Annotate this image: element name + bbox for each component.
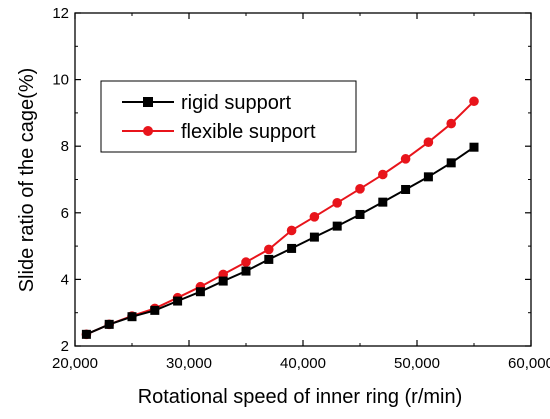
x-tick-label: 30,000	[166, 355, 212, 372]
point-flexible-support	[469, 96, 479, 107]
point-flexible-support	[355, 184, 365, 194]
point-rigid-support	[309, 232, 319, 242]
series-layer	[81, 96, 479, 340]
x-tick-label: 60,000	[508, 355, 550, 372]
point-rigid-support	[241, 266, 251, 276]
point-flexible-support	[423, 137, 434, 148]
tick-labels: 20,000 30,000 40,000 50,000 60,000 2 4 6 8 10 12	[52, 5, 550, 372]
point-rigid-support	[446, 158, 456, 168]
point-rigid-support	[423, 172, 433, 182]
point-rigid-support	[332, 221, 342, 231]
point-flexible-support	[264, 244, 274, 255]
y-tick-label: 6	[61, 205, 69, 222]
point-rigid-support	[81, 329, 91, 339]
y-tick-label: 10	[52, 72, 69, 89]
y-tick-label: 2	[61, 338, 69, 355]
y-axis-title: Slide ratio of the cage(%)	[16, 68, 38, 293]
point-rigid-support	[469, 142, 479, 152]
point-flexible-support	[286, 225, 297, 236]
point-flexible-support	[241, 257, 251, 267]
point-flexible-support	[446, 118, 457, 129]
plot-frame	[74, 12, 532, 347]
x-tick-label: 40,000	[280, 355, 326, 372]
point-rigid-support	[287, 243, 297, 253]
legend-marker-flexible	[143, 126, 153, 136]
point-flexible-support	[378, 169, 388, 180]
point-rigid-support	[355, 209, 365, 219]
x-tick-label: 20,000	[52, 355, 98, 372]
legend-label-rigid: rigid support	[181, 92, 292, 114]
legend-box	[100, 80, 357, 153]
x-tick-label: 50,000	[394, 355, 440, 372]
y-tick-label: 12	[52, 5, 69, 22]
point-flexible-support	[400, 154, 411, 164]
point-rigid-support	[127, 312, 137, 322]
x-axis-title: Rotational speed of inner ring (r/min)	[138, 386, 463, 408]
point-rigid-support	[104, 319, 114, 329]
y-tick-label: 8	[61, 138, 69, 155]
point-rigid-support	[150, 305, 160, 315]
point-rigid-support	[173, 296, 183, 306]
point-rigid-support	[378, 197, 388, 207]
point-flexible-support	[309, 211, 320, 222]
axis-ticks	[74, 12, 532, 347]
legend-label-flexible: flexible support	[181, 121, 316, 143]
point-rigid-support	[264, 254, 274, 264]
point-rigid-support	[218, 276, 228, 286]
point-rigid-support	[401, 184, 411, 194]
y-tick-label: 4	[61, 271, 69, 288]
legend-marker-rigid	[143, 97, 153, 107]
point-flexible-support	[332, 198, 343, 208]
point-rigid-support	[195, 287, 205, 297]
legend: rigid support flexible support	[100, 80, 357, 153]
